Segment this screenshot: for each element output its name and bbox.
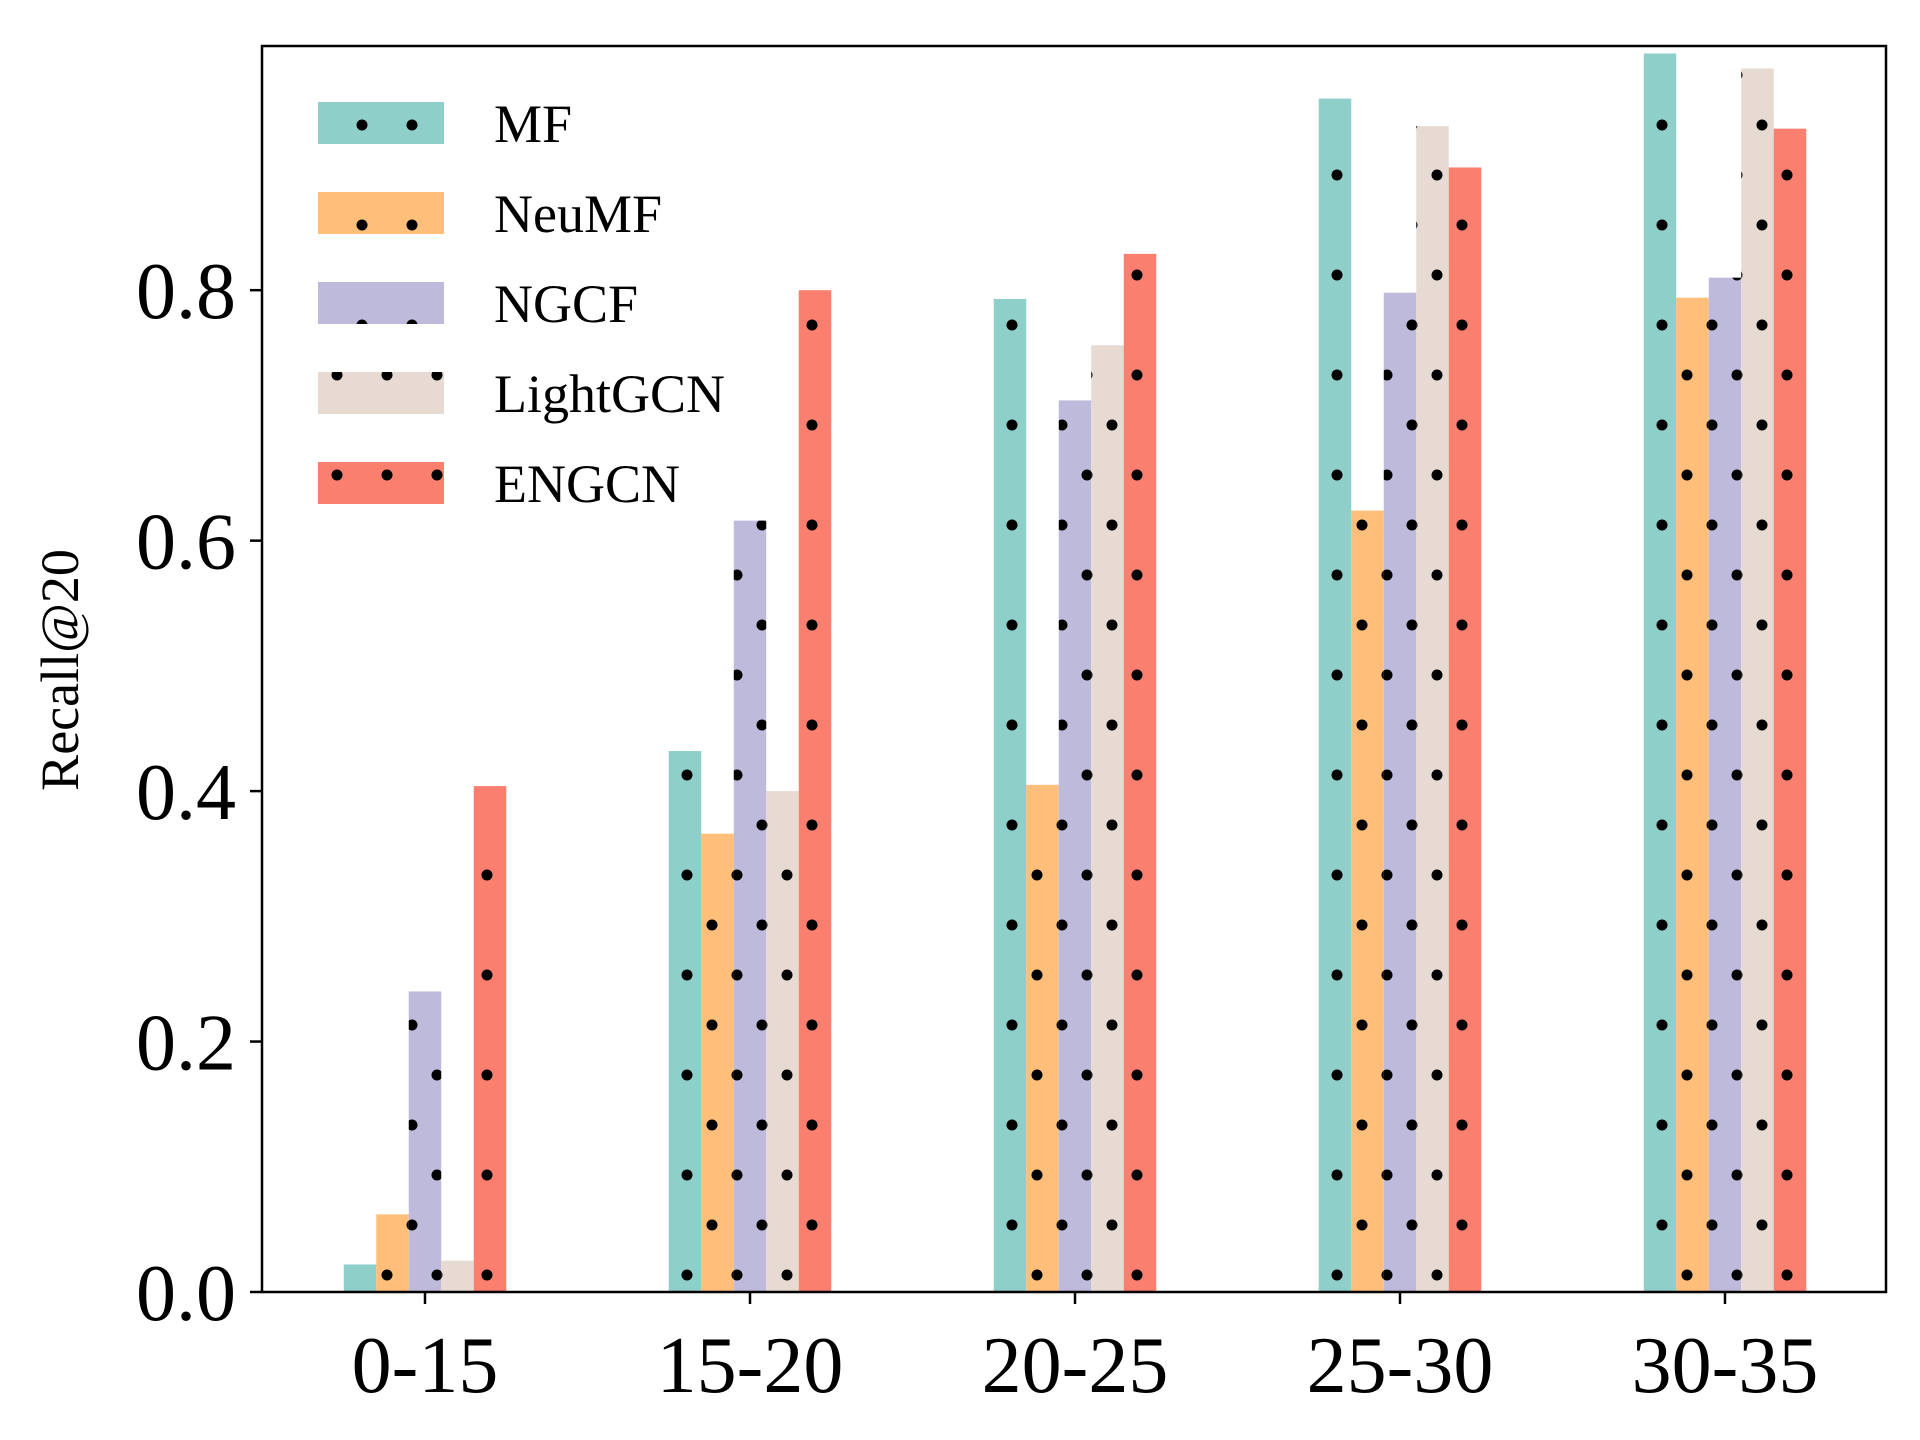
legend-label-ngcf: NGCF <box>494 274 638 334</box>
bar-ngcf-30-35 <box>1708 277 1742 1292</box>
bar-engcn-25-30 <box>1448 167 1482 1292</box>
x-tick-label: 0-15 <box>352 1322 499 1410</box>
legend-label-lightgcn: LightGCN <box>494 364 725 424</box>
y-tick-label: 0.4 <box>136 749 236 837</box>
legend-swatch-neumf <box>318 192 444 234</box>
bar-ngcf-25-30 <box>1383 292 1417 1293</box>
legend-swatch-engcn <box>318 462 444 504</box>
legend-label-mf: MF <box>494 94 572 154</box>
legend-swatch-ngcf <box>318 282 444 324</box>
legend-swatch-lightgcn <box>318 372 444 414</box>
bar-lightgcn-15-20 <box>766 791 799 1292</box>
bar-mf-15-20 <box>668 751 702 1292</box>
bar-ngcf-20-25 <box>1058 400 1092 1292</box>
legend-swatch-mf <box>318 102 444 144</box>
bar-neumf-15-20 <box>701 833 734 1292</box>
bar-mf-20-25 <box>993 298 1027 1292</box>
bar-lightgcn-30-35 <box>1741 68 1774 1293</box>
bar-lightgcn-0-15 <box>441 1260 474 1292</box>
y-tick-label: 0.6 <box>136 499 236 587</box>
axes-layer: 0.0 0.2 0.4 0.6 0.8 0-15 15-20 20-25 25-30 30-35 <box>136 44 1888 1410</box>
x-tick-label: 30-35 <box>1632 1322 1819 1410</box>
y-tick-label: 0.2 <box>136 1000 236 1088</box>
y-tick-label: 0.0 <box>136 1250 236 1338</box>
legend-label-neumf: NeuMF <box>494 184 662 244</box>
legend: MF NeuMF NGCF LightGCN ENGCN <box>318 94 725 514</box>
bar-engcn-20-25 <box>1123 253 1157 1293</box>
bar-mf-30-35 <box>1643 53 1677 1293</box>
bars-layer <box>343 53 1807 1293</box>
bar-lightgcn-25-30 <box>1416 126 1449 1292</box>
bar-neumf-30-35 <box>1676 297 1709 1292</box>
bar-mf-25-30 <box>1318 98 1352 1293</box>
bar-engcn-30-35 <box>1773 128 1807 1292</box>
bar-ngcf-0-15 <box>408 991 442 1292</box>
bar-neumf-25-30 <box>1351 510 1384 1292</box>
bar-engcn-0-15 <box>473 786 507 1292</box>
bar-mf-0-15 <box>343 1264 377 1292</box>
bar-engcn-15-20 <box>798 290 832 1293</box>
bar-neumf-0-15 <box>376 1214 409 1292</box>
bar-lightgcn-20-25 <box>1091 345 1124 1292</box>
x-tick-label: 15-20 <box>657 1322 844 1410</box>
x-tick-label: 20-25 <box>982 1322 1169 1410</box>
bar-ngcf-15-20 <box>733 520 767 1292</box>
y-axis-label: Recall@20 <box>30 549 90 791</box>
legend-label-engcn: ENGCN <box>494 454 680 514</box>
y-tick-label: 0.8 <box>136 248 236 336</box>
bar-neumf-20-25 <box>1026 784 1059 1292</box>
x-tick-label: 25-30 <box>1307 1322 1494 1410</box>
